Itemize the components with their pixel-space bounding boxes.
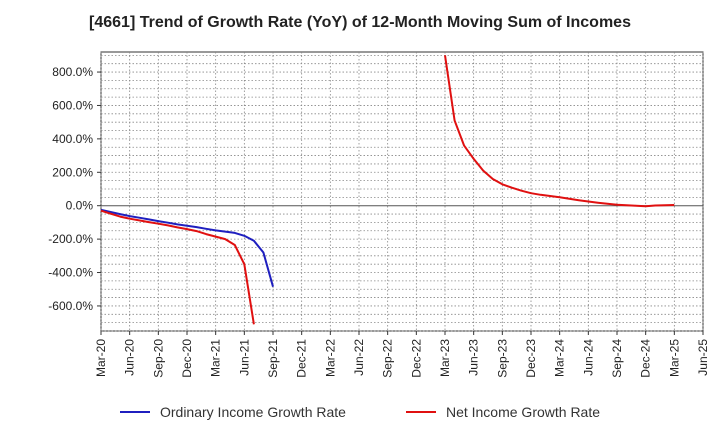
y-tick-label: 600.0% [52, 98, 93, 112]
x-tick-label: Dec-20 [180, 339, 194, 378]
plot-area: 800.0% 600.0% 400.0% 200.0% 0.0% -200.0% -400.… [48, 51, 710, 378]
x-tick-label: Jun-22 [352, 339, 366, 376]
x-tick-label: Sep-24 [610, 339, 624, 378]
chart-title: [4661] Trend of Growth Rate (YoY) of 12-… [89, 14, 631, 31]
y-tick-label: 800.0% [52, 65, 93, 79]
x-tick-label: Jun-20 [123, 339, 137, 376]
legend-item-net: Net Income Growth Rate [405, 404, 601, 420]
y-tick-label: 0.0% [66, 199, 94, 213]
x-tick-label: Sep-20 [151, 339, 165, 378]
legend: Ordinary Income Growth Rate Net Income G… [0, 404, 720, 420]
x-tick-label: Dec-22 [409, 339, 423, 378]
x-tick-label: Mar-21 [209, 339, 223, 377]
y-tick-label: -600.0% [48, 299, 93, 313]
x-tick-label: Mar-20 [94, 339, 108, 377]
series-line-net-0 [100, 209, 255, 325]
x-tick-label: Jun-21 [237, 339, 251, 376]
x-tick-label: Dec-23 [524, 339, 538, 378]
y-tick-label: 400.0% [52, 132, 93, 146]
y-tick-label: -400.0% [48, 266, 93, 280]
legend-swatch-ordinary [119, 411, 150, 413]
series-line-net-1 [444, 55, 675, 208]
x-tick-label: Mar-22 [323, 339, 337, 377]
x-tick-label: Mar-25 [667, 339, 681, 377]
x-tick-label: Dec-21 [295, 339, 309, 378]
legend-item-ordinary: Ordinary Income Growth Rate [119, 404, 346, 420]
plot-frame [100, 51, 704, 332]
x-tick-label: Sep-23 [495, 339, 509, 378]
x-tick-label: Sep-22 [381, 339, 395, 378]
x-tick-label: Jun-23 [467, 339, 481, 376]
y-tick-label: -200.0% [48, 232, 93, 246]
series-line-ordinary-0 [100, 208, 274, 287]
legend-label-ordinary: Ordinary Income Growth Rate [159, 404, 346, 420]
x-tick-label: Mar-23 [438, 339, 452, 377]
legend-swatch-net [405, 411, 436, 413]
x-tick-label: Jun-25 [696, 339, 710, 376]
legend-label-net: Net Income Growth Rate [445, 404, 601, 420]
x-tick-label: Jun-24 [581, 339, 595, 376]
y-tick-label: 200.0% [52, 165, 93, 179]
x-tick-label: Dec-24 [639, 339, 653, 378]
x-tick-label: Mar-24 [553, 339, 567, 377]
x-tick-label: Sep-21 [266, 339, 280, 378]
